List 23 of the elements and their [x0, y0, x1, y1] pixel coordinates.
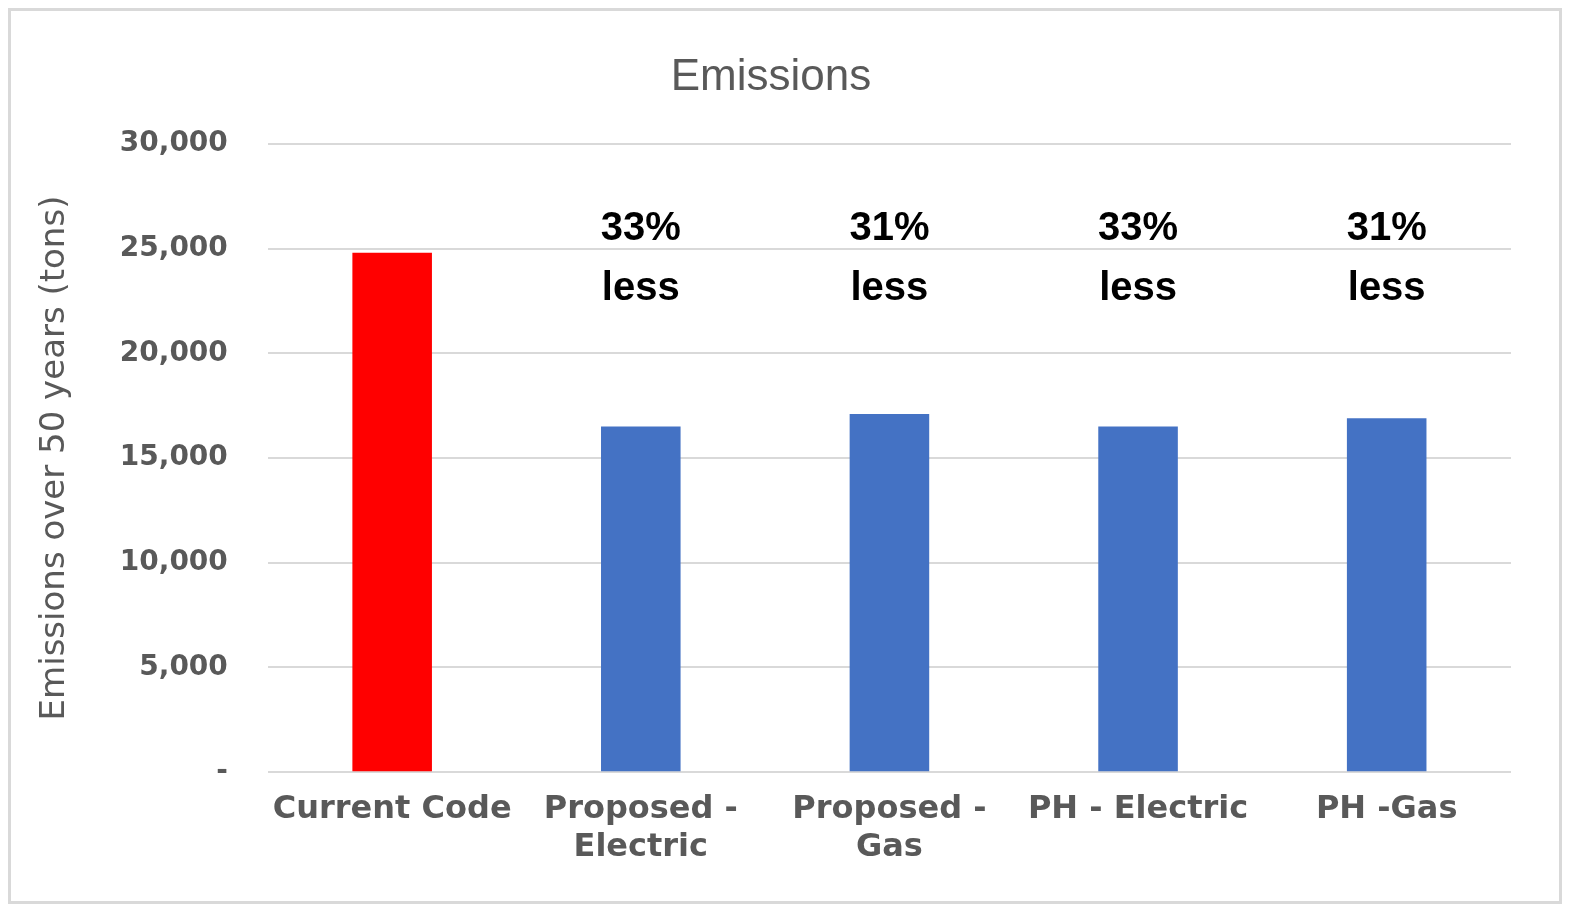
y-tick-label: - — [216, 753, 228, 787]
y-tick-label: 10,000 — [119, 544, 228, 578]
x-tick-label: Current Code — [272, 787, 512, 826]
y-tick-label: 30,000 — [119, 125, 228, 159]
x-tick-label: PH -Gas — [1315, 787, 1458, 826]
annotation: 33% less — [600, 203, 681, 308]
chart-title: Emissions — [670, 49, 872, 99]
y-axis-title: Emissions over 50 years (tons) — [32, 195, 73, 721]
y-tick-label: 15,000 — [119, 439, 228, 473]
bar — [601, 426, 681, 772]
y-tick-label: 25,000 — [119, 229, 228, 263]
bar — [352, 252, 432, 772]
x-tick-label: Proposed - Electric — [543, 787, 738, 865]
annotation: 31% less — [1346, 203, 1427, 308]
annotation: 31% less — [849, 203, 930, 308]
x-tick-label: Proposed - Gas — [792, 787, 987, 865]
y-tick-label: 5,000 — [139, 648, 228, 682]
x-tick-label: PH - Electric — [1027, 787, 1249, 826]
bar — [1098, 426, 1178, 772]
annotation: 33% less — [1098, 203, 1179, 308]
y-tick-label: 20,000 — [119, 334, 228, 368]
bar — [1346, 418, 1427, 772]
bar — [849, 414, 930, 772]
